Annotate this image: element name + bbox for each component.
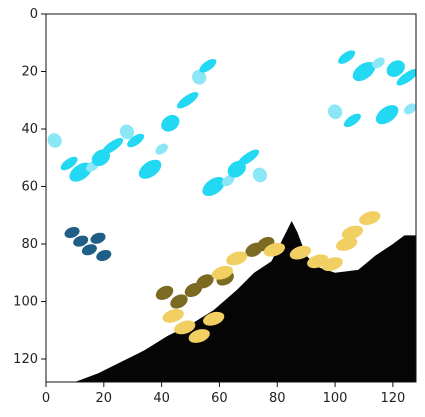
y-tick-label-120: 120 [13,352,38,367]
yellow-patch-3 [203,311,225,326]
cyan-patch-22 [386,60,405,77]
yellow-patch-10 [335,237,358,251]
yellow-patch-11 [341,225,364,240]
olive-patch-3 [196,274,214,289]
dark-blue-patch-3 [90,232,106,244]
y-tick-label-100: 100 [13,295,38,310]
cyan-patch-0 [47,133,62,148]
cyan-patch-17 [237,149,260,166]
x-tick-label-20: 20 [96,391,113,406]
cyan-patch-7 [127,133,145,148]
cyan-patch-14 [202,176,225,197]
yellow-patch-2 [188,329,210,343]
x-tick-label-0: 0 [42,391,50,406]
yellow-patch-0 [162,308,184,323]
cyan-patch-23 [396,69,416,86]
dark-blue-patch-0 [64,226,80,239]
cyan-patch-15 [221,175,235,187]
yellow-patch-7 [289,245,312,260]
cyan-patch-20 [352,61,376,82]
cyan-patch-21 [372,57,385,69]
x-tick-label-60: 60 [211,391,228,406]
x-tick-label-120: 120 [380,391,405,406]
cyan-patch-8 [138,159,162,179]
cyan-patch-11 [176,92,199,109]
cyan-patch-10 [161,114,180,132]
y-tick-label-20: 20 [21,65,38,80]
cyan-patch-12 [192,69,207,85]
yellow-patch-4 [211,265,233,280]
cyan-patch-13 [199,58,217,73]
x-tick-label-80: 80 [269,391,286,406]
dark-blue-patch-4 [96,249,112,262]
plot-content [47,50,416,382]
y-tick-label-60: 60 [21,180,38,195]
cyan-patch-5 [101,138,124,155]
cyan-patch-9 [155,143,168,155]
cyan-patch-24 [327,104,343,120]
cyan-patch-18 [252,167,268,183]
x-tick-label-100: 100 [323,391,348,406]
olive-patch-1 [170,294,188,309]
cyan-patch-1 [60,156,78,171]
cyan-patch-19 [338,50,356,64]
x-tick-label-40: 40 [153,391,170,406]
y-tick-label-80: 80 [21,237,38,252]
plot-frame [45,13,417,383]
cyan-patch-25 [343,113,361,128]
y-tick-label-0: 0 [30,7,38,22]
yellow-patch-9 [321,257,343,272]
olive-patch-0 [155,285,174,300]
dark-blue-patch-2 [81,244,97,256]
yellow-patch-5 [226,251,248,266]
cyan-patch-27 [403,103,416,115]
yellow-patch-12 [359,211,381,226]
cyan-patch-6 [119,124,135,140]
cyan-patch-26 [375,105,399,125]
yellow-patch-6 [263,242,285,257]
y-tick-label-40: 40 [21,122,38,137]
yellow-patch-1 [174,320,196,335]
dark-land-region [74,221,416,382]
dark-blue-patch-1 [73,235,89,247]
